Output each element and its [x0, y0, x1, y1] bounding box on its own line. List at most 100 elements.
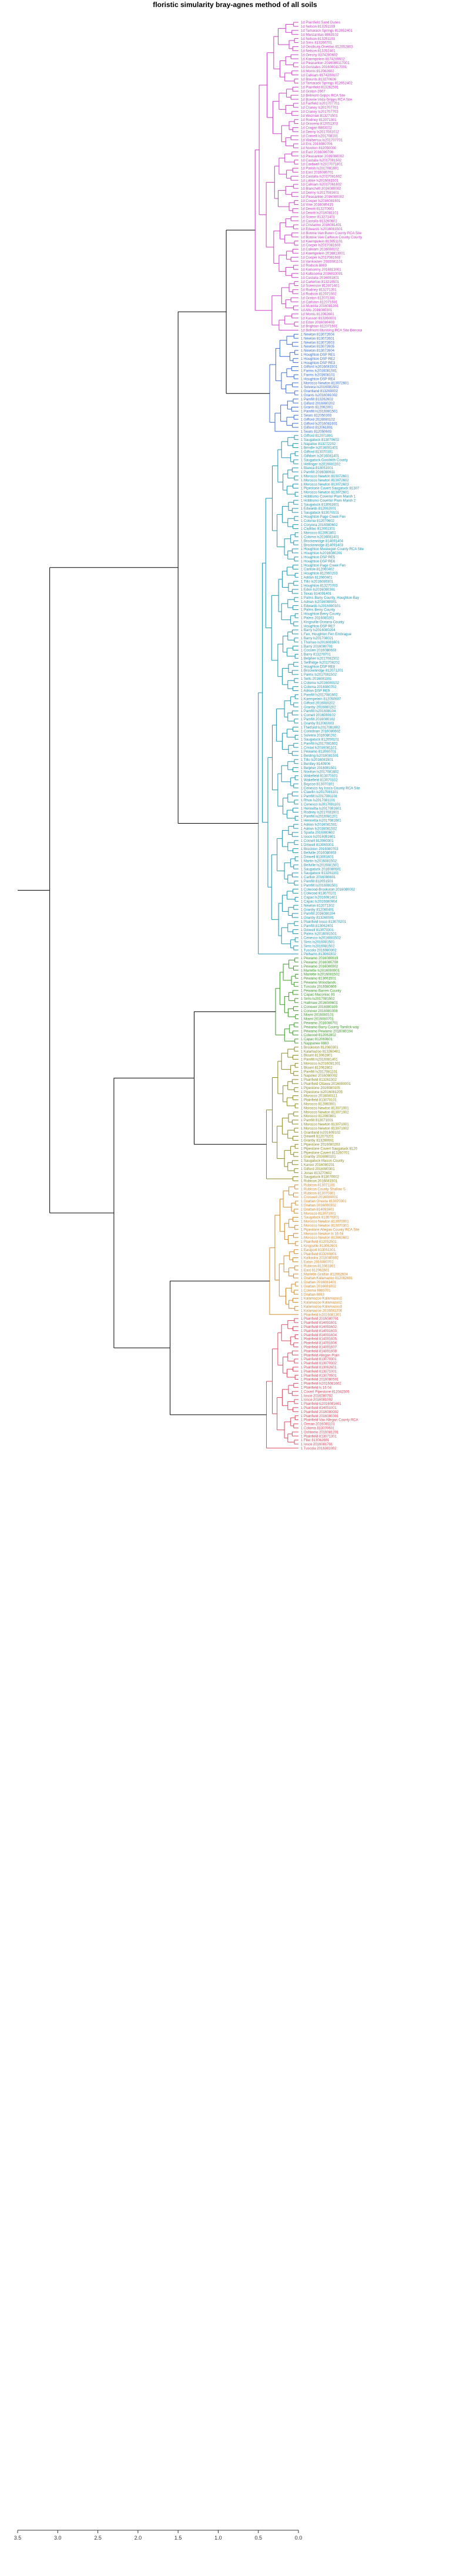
- leaf-label: 1 Sears 812050603: [301, 430, 332, 434]
- leaf-label: 1 Coloma ls2016081401: [301, 536, 340, 540]
- leaf-label: 1 Eaton 2016080701: [301, 1261, 334, 1265]
- leaf-label: 1 Tuscola 2016080606: [301, 985, 337, 989]
- leaf-label: 1 Thomas ls2016081601: [301, 641, 340, 645]
- leaf-label: 1 Adrian 812060401: [301, 576, 333, 580]
- leaf-label: 1d Walbertux ls201707701: [301, 139, 343, 142]
- leaf-label: 1 Kingsville Oceana County: [301, 621, 344, 624]
- leaf-label: 1d Pleasanton 2016080002: [301, 155, 344, 159]
- leaf-label: 1d Carlston 812071601: [301, 301, 338, 304]
- leaf-label: 1d Belmont Munising RCA Site Benona: [301, 329, 362, 333]
- leaf-label: 1 Tillo ls2016080301: [301, 580, 334, 584]
- leaf-label: 1 Saugatuck 813070301: [301, 1216, 340, 1220]
- leaf-label: 1 Belpher 2016081501: [301, 767, 337, 770]
- x-tick-label: 1.0: [214, 2535, 222, 2541]
- leaf-label: 1 Morocco 812060801: [301, 1115, 336, 1118]
- leaf-label: 1 Pamfilt 2016080102: [301, 718, 335, 721]
- leaf-label: 1 Morocco Newton 813071001: [301, 1107, 349, 1110]
- leaf-label: 1 Houghton DSP RE3: [301, 362, 335, 365]
- leaf-label: 1 Rodney ls2017081601: [301, 811, 340, 815]
- leaf-label: 1d Rodney 813271201: [301, 289, 337, 292]
- leaf-label: 1 Houghton Muskegon County RCA Site: [301, 548, 364, 551]
- leaf-label: 1d Karsonny 2016813001: [301, 268, 341, 272]
- leaf-label: 1 Brockenridge 814091403: [301, 544, 344, 547]
- leaf-label: 1 Coloma ls2016080102: [301, 682, 340, 685]
- leaf-label: 1 Napoleo 2016080002: [301, 1074, 338, 1078]
- leaf-label: 1 Plainfield 814091604: [301, 1334, 337, 1337]
- leaf-label: 1 Plainfield 814091603: [301, 1330, 337, 1333]
- leaf-label: 1 Pipestone 2016080105: [301, 1087, 340, 1090]
- leaf-label: 1d Muirrilla 2016081301: [301, 305, 339, 308]
- leaf-label: 1d Belmont Gripps RCA Site: [301, 94, 345, 97]
- leaf-label: 1 Cristal ls2016081101: [301, 746, 337, 750]
- leaf-label: 1d Blanchett 2016080002: [301, 187, 341, 191]
- leaf-label: 1 Pewamo Pewamo 2016080104: [301, 1030, 353, 1033]
- leaf-label: 1 Farms ls201608101: [301, 374, 335, 377]
- leaf-label: 1 Saugatuck 813070002: [301, 1176, 340, 1179]
- leaf-label: 1 Kalamazoo Kalamazoo2: [301, 1302, 343, 1305]
- leaf-label: 1 Blount 813062801: [301, 1054, 333, 1058]
- leaf-label: 1 Plainfield 814091601: [301, 1321, 337, 1325]
- leaf-label: 1 Morocco 2016080111: [301, 1095, 338, 1098]
- leaf-label: 1 Gifford 813070101: [301, 451, 333, 454]
- leaf-label: 1 Hobbsmo Covertol Plum Marsh 2: [301, 499, 356, 503]
- leaf-label: 1 Sims ls2016081501: [301, 941, 335, 945]
- leaf-label: 1 Rhon ls2017081101: [301, 799, 335, 803]
- leaf-label: 1 Palms Barry County, Houghton Bay: [301, 596, 359, 600]
- leaf-label: 1 Saugatuck 812050101: [301, 739, 340, 742]
- leaf-label: 1 Grantland 813260002: [301, 390, 338, 393]
- leaf-label: 1 Bellville 2016080803: [301, 852, 337, 855]
- leaf-label: 1 Grants 812062001: [301, 406, 333, 410]
- leaf-label: 1 Gifford 2016080202: [301, 702, 335, 705]
- leaf-label: 1 Gilford 2016080301: [301, 1168, 335, 1171]
- leaf-label: 1 Coloma 2016080702: [301, 686, 337, 689]
- leaf-label: 1 Pipestone 2016080203: [301, 1144, 340, 1147]
- leaf-label: 1 Pipestone ls2016081205: [301, 1091, 343, 1094]
- leaf-label: 1 Sellfridge ls201708202: [301, 661, 340, 665]
- leaf-label: 1 Plainfield 814091608: [301, 1350, 337, 1353]
- leaf-label: 1 Dinwell 812070201: [301, 1135, 334, 1139]
- leaf-label: 1 Bentley 8140906: [301, 763, 331, 766]
- leaf-label: 1 Houghton Page Creek Fen: [301, 564, 345, 568]
- leaf-label: 1 Rubicon County Shallow S: [301, 1188, 345, 1191]
- leaf-label: 1 Iosco ls2016081601: [301, 835, 335, 839]
- leaf-label: 1 Sims ls2017081502: [301, 997, 335, 1001]
- leaf-label: 1d Carterton 813210501: [301, 281, 340, 284]
- leaf-label: 1 Plainfield 814091607: [301, 1346, 337, 1350]
- leaf-label: 1 Plainfield Iosco 813070201: [301, 921, 347, 924]
- leaf-label: 1d Calkiam 2016080102: [301, 248, 340, 252]
- leaf-label: 1 Barry 813270701: [301, 653, 331, 657]
- leaf-label: 1 Morocco Newton 813070001: [301, 1220, 349, 1224]
- leaf-label: 1 Saugatuck 813070101: [301, 511, 340, 515]
- leaf-label: 1 Plainfield 814051001: [301, 1407, 337, 1410]
- leaf-label: 1 Hennetta ls2017081601: [301, 807, 341, 811]
- leaf-label: 1 Capac ls2016080904: [301, 901, 337, 904]
- leaf-label: 1 Adrian DSP RE9: [301, 690, 330, 693]
- leaf-label: 1d Castalia 2016081801: [301, 277, 340, 280]
- leaf-label: 1 Kaempelein 812050607: [301, 698, 341, 702]
- leaf-label: 1 Plainfield ls2016081301: [301, 1313, 341, 1317]
- leaf-label: 1 Newton 812071302: [301, 904, 335, 908]
- leaf-label: 1d Cooper ls2017081603: [301, 244, 341, 248]
- leaf-label: 1 Barry ls201708021: [301, 637, 334, 640]
- leaf-label: 1 Kalkaska 2016080802: [301, 1257, 339, 1260]
- leaf-label: 1d Craney ls201707703: [301, 110, 338, 114]
- leaf-label: 1 Edwards 812062001: [301, 507, 337, 511]
- leaf-label: 1 Cenesco Ivy Iosca County RCA Site: [301, 787, 360, 790]
- leaf-label: 1d Kaempelein 8174280602: [301, 58, 345, 61]
- leaf-label: 1 Morocco Newton 813070301: [301, 1225, 349, 1228]
- leaf-label: 1 Brindle ls2016081401: [301, 447, 338, 450]
- leaf-label: 1d Gonzales 2016080117001: [301, 66, 347, 69]
- leaf-label: 1d Rodney 812071301: [301, 119, 337, 122]
- leaf-label: 1 Farms ls2016081501: [301, 370, 337, 373]
- leaf-label: 1 Pamfilt ls2017081101: [301, 795, 338, 798]
- leaf-label: 1 Wakefield 813070101: [301, 775, 338, 778]
- leaf-label: 1 Plainfield 814091602: [301, 1326, 337, 1329]
- leaf-label: 1d Castalia ls2017081502: [301, 159, 342, 163]
- leaf-label: 1d Castalia ls2017081602: [301, 175, 342, 178]
- leaf-label: 1 Grattan 2016080302: [301, 1204, 337, 1208]
- leaf-label: 1d Cornell ls201708101: [301, 134, 338, 138]
- leaf-label: 1 Barry ls2016080204: [301, 629, 335, 632]
- leaf-label: 1 Pipestone Covert Saugatuck 8120: [301, 1147, 358, 1151]
- leaf-label: 1 Gifford 812071801: [301, 434, 333, 438]
- leaf-label: 1d Plainfield 813262501: [301, 86, 339, 90]
